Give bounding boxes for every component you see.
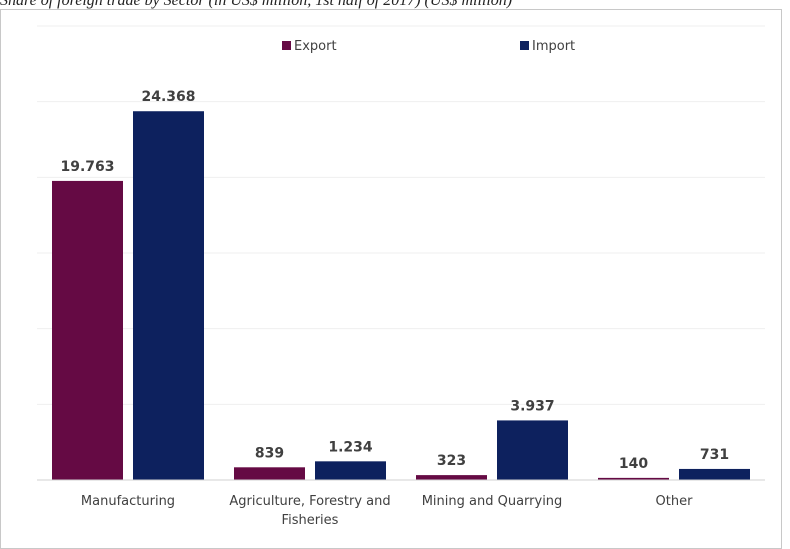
data-label-import-3: 3.937: [510, 398, 554, 414]
chart-frame: 19.763 24.368 Manufacturing 839 1.234 Agricul…: [0, 9, 782, 549]
bar-export-3: [416, 475, 487, 480]
data-label-import-4: 731: [700, 447, 729, 463]
legend-swatch-import: [520, 41, 529, 50]
x-tick-label-2-line-2: Fisheries: [282, 513, 339, 528]
data-label-import-2: 1.234: [328, 439, 373, 455]
data-label-export-1: 19.763: [60, 159, 114, 175]
bar-import-1: [133, 111, 204, 481]
x-tick-label-1: Manufacturing: [81, 494, 175, 509]
bar-export-2: [234, 467, 305, 480]
x-tick-label-4: Other: [656, 494, 694, 509]
bar-import-2: [315, 461, 386, 480]
legend-swatch-export: [282, 41, 291, 50]
chart-title-cut: Share of foreign trade by Sector (in US$…: [0, 0, 513, 9]
bar-import-3: [497, 420, 568, 480]
data-label-import-1: 24.368: [141, 89, 195, 105]
x-tick-label-2-line-1: Agriculture, Forestry and: [229, 494, 390, 509]
bar-export-4: [598, 477, 669, 480]
data-label-export-3: 323: [437, 453, 466, 469]
x-tick-label-3: Mining and Quarrying: [422, 494, 563, 509]
bar-import-4: [679, 468, 750, 480]
bar-chart: 19.763 24.368 Manufacturing 839 1.234 Agricul…: [37, 25, 765, 528]
bar-export-1: [52, 180, 123, 481]
legend-label-import: Import: [532, 39, 575, 54]
data-label-export-2: 839: [255, 445, 284, 461]
legend-label-export: Export: [294, 39, 337, 54]
data-label-export-4: 140: [619, 456, 648, 472]
